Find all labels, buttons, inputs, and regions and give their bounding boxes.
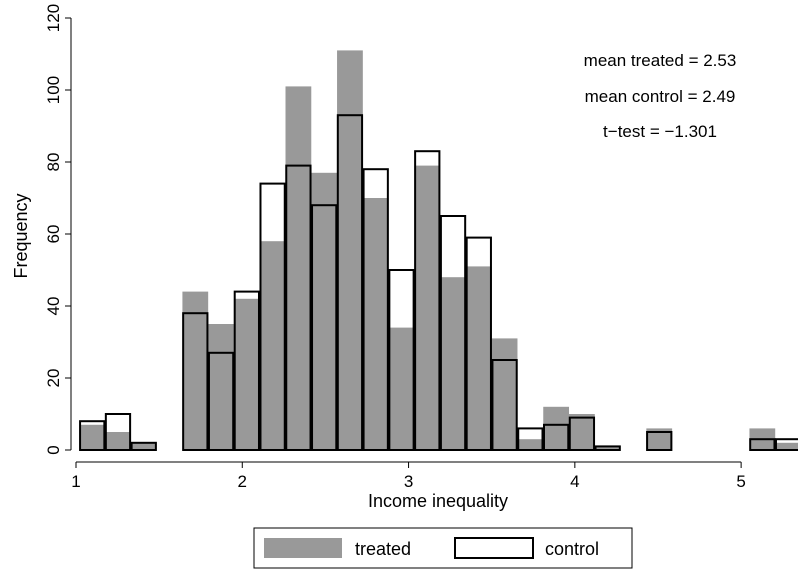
x-axis-ticks: 1 2 3 4 5 [71, 462, 746, 491]
x-tick-label: 1 [71, 472, 80, 491]
control-bar [465, 236, 492, 451]
control-bar [259, 182, 286, 451]
control-bar [362, 168, 389, 451]
control-bar [491, 359, 518, 451]
y-tick-label: 120 [44, 4, 63, 32]
control-bar [233, 290, 260, 451]
y-axis-ticks: 0 20 40 60 80 100 120 [44, 4, 71, 455]
control-bar [646, 431, 673, 451]
treated-bar [311, 172, 338, 451]
control-bar [774, 438, 798, 452]
control-bars [79, 114, 798, 452]
x-tick-label: 4 [570, 472, 579, 491]
legend-swatch-control [454, 537, 534, 559]
treated-bar [79, 424, 106, 450]
treated-bar [105, 432, 131, 450]
treated-bar [491, 338, 518, 450]
y-tick-label: 0 [44, 445, 63, 454]
y-tick-label: 40 [44, 297, 63, 316]
y-tick-label: 100 [44, 76, 63, 104]
x-axis-title: Income inequality [368, 491, 508, 511]
legend-label-control: control [545, 539, 599, 559]
legend-swatch-treated [264, 538, 342, 558]
treated-bar [182, 291, 209, 450]
control-bar [439, 215, 467, 451]
annotation-mean-control: mean control = 2.49 [585, 87, 736, 106]
treated-bar [594, 446, 621, 450]
legend: treated control [253, 527, 633, 569]
treated-bar [130, 442, 157, 450]
control-bar [104, 413, 132, 451]
treated-bar [569, 414, 595, 450]
treated-bar [414, 165, 441, 450]
control-bar [414, 150, 441, 451]
control-bar [79, 420, 106, 452]
y-tick-label: 20 [44, 369, 63, 388]
x-tick-label: 5 [736, 472, 745, 491]
control-bar [336, 114, 364, 451]
legend-label-treated: treated [355, 539, 411, 559]
annotation-mean-treated: mean treated = 2.53 [584, 51, 737, 70]
control-bar [311, 204, 338, 451]
annotation-t-test: t−test = −1.301 [603, 122, 717, 141]
y-axis-title: Frequency [11, 193, 31, 278]
y-tick-label: 60 [44, 225, 63, 244]
treated-bar [362, 198, 389, 450]
control-bar [542, 423, 570, 451]
treated-bar [337, 50, 363, 451]
control-bar [594, 445, 621, 451]
control-bar [207, 351, 235, 451]
treated-bar [775, 442, 798, 450]
y-tick-label: 80 [44, 153, 63, 172]
treated-bar [543, 406, 570, 450]
x-tick-label: 2 [238, 472, 247, 491]
control-bar [285, 164, 312, 451]
control-bar [182, 312, 209, 452]
plot-area [79, 50, 798, 452]
treated-bar [233, 298, 260, 450]
control-bar [130, 441, 157, 451]
treated-bar [285, 86, 312, 451]
treated-bars [79, 50, 798, 451]
treated-bar [440, 277, 466, 450]
treated-bar [208, 324, 234, 450]
control-bar [517, 427, 544, 451]
control-bar [388, 269, 415, 451]
treated-bar [465, 266, 492, 450]
treated-bar [259, 241, 286, 450]
x-tick-label: 3 [404, 472, 413, 491]
treated-bar [517, 439, 544, 450]
control-bar [749, 438, 776, 452]
control-bar [568, 416, 596, 452]
treated-bar [646, 428, 673, 450]
treated-bar [388, 327, 415, 450]
